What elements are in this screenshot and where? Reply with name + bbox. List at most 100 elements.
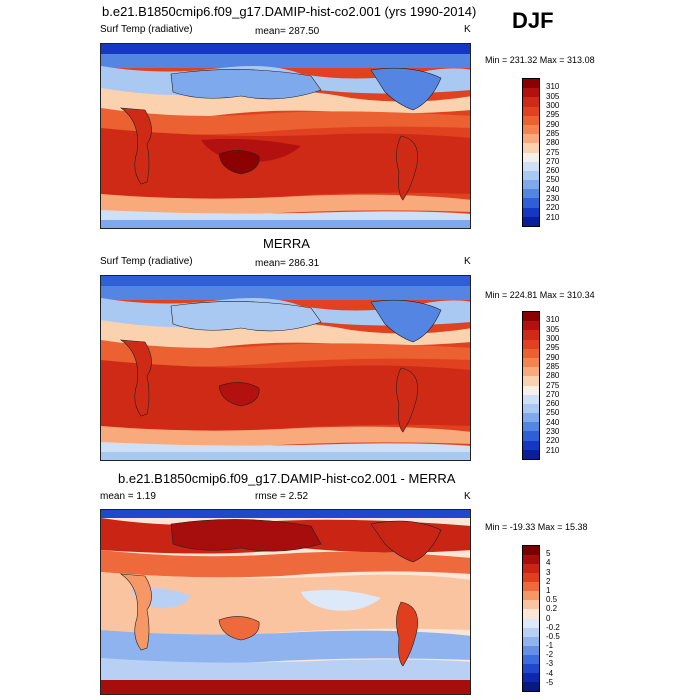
- colorbar-tick-label: 285: [546, 361, 560, 371]
- colorbar-swatch: [523, 106, 539, 116]
- colorbar-tick-label: -4: [546, 668, 554, 678]
- colorbar-tick-label: 0.2: [546, 604, 558, 614]
- colorbar-tick-label: -0.5: [546, 631, 560, 641]
- colorbar-swatch: [523, 440, 539, 450]
- panel3-mean-label: mean = 1.19: [100, 491, 156, 502]
- colorbar-swatch: [523, 645, 539, 655]
- colorbar-swatch: [523, 198, 539, 208]
- colorbar-swatch: [523, 134, 539, 144]
- colorbar-swatch: [523, 681, 539, 691]
- colorbar-tick-label: 305: [546, 91, 560, 101]
- colorbar-swatch: [523, 403, 539, 414]
- colorbar-swatch: [523, 348, 539, 358]
- colorbar-tick-label: 5: [546, 549, 551, 559]
- colorbar-swatch: [523, 546, 539, 556]
- colorbar-tick-label: 0: [546, 613, 551, 623]
- colorbar-swatch: [523, 663, 539, 673]
- panel1-colorbar: [522, 78, 540, 227]
- colorbar-tick-label: 310: [546, 82, 560, 92]
- colorbar-swatch: [523, 216, 539, 226]
- colorbar-tick-label: 230: [546, 427, 560, 437]
- colorbar-swatch: [523, 413, 539, 423]
- colorbar-swatch: [523, 97, 539, 107]
- colorbar-swatch: [523, 180, 539, 190]
- colorbar-swatch: [523, 124, 539, 135]
- colorbar-swatch: [523, 654, 539, 664]
- colorbar-swatch: [523, 189, 539, 199]
- colorbar-tick-label: -0.2: [546, 622, 560, 632]
- panel3-title: b.e21.B1850cmip6.f09_g17.DAMIP-hist-co2.…: [118, 471, 456, 486]
- colorbar-tick-label: 240: [546, 184, 560, 194]
- colorbar-tick-label: 270: [546, 389, 560, 399]
- colorbar-tick-label: 275: [546, 380, 560, 390]
- colorbar-swatch: [523, 636, 539, 646]
- colorbar-swatch: [523, 88, 539, 98]
- colorbar-swatch: [523, 385, 539, 395]
- colorbar-tick-label: 270: [546, 156, 560, 166]
- colorbar-tick-label: 220: [546, 436, 560, 446]
- panel1-title: b.e21.B1850cmip6.f09_g17.DAMIP-hist-co2.…: [102, 4, 477, 19]
- colorbar-swatch: [523, 609, 539, 619]
- colorbar-tick-label: 260: [546, 399, 560, 409]
- colorbar-tick-label: 300: [546, 100, 560, 110]
- panel1-minmax: Min = 231.32 Max = 313.08: [485, 55, 595, 65]
- colorbar-swatch: [523, 170, 539, 181]
- colorbar-tick-label: 260: [546, 166, 560, 176]
- colorbar-swatch: [523, 115, 539, 125]
- colorbar-swatch: [523, 312, 539, 322]
- colorbar-tick-label: 295: [546, 343, 560, 353]
- colorbar-swatch: [523, 591, 539, 601]
- colorbar-tick-label: -3: [546, 659, 554, 669]
- panel1-map: [100, 43, 471, 229]
- panel2-minmax: Min = 224.81 Max = 310.34: [485, 290, 595, 300]
- panel1-map-field: [101, 44, 470, 228]
- panel3-map: [100, 509, 471, 695]
- colorbar-swatch: [523, 449, 539, 459]
- colorbar-tick-label: 290: [546, 119, 560, 129]
- colorbar-tick-label: 300: [546, 333, 560, 343]
- colorbar-tick-label: 250: [546, 408, 560, 418]
- colorbar-tick-label: 290: [546, 352, 560, 362]
- colorbar-swatch: [523, 357, 539, 368]
- panel3-colorbar: [522, 545, 540, 692]
- colorbar-swatch: [523, 627, 539, 637]
- colorbar-swatch: [523, 321, 539, 331]
- colorbar-swatch: [523, 555, 539, 565]
- colorbar-swatch: [523, 431, 539, 441]
- panel3-map-field: [101, 510, 470, 694]
- colorbar-tick-label: 295: [546, 110, 560, 120]
- colorbar-tick-label: 1: [546, 585, 551, 595]
- colorbar-swatch: [523, 79, 539, 89]
- colorbar-tick-label: -2: [546, 650, 554, 660]
- colorbar-tick-label: 305: [546, 324, 560, 334]
- colorbar-swatch: [523, 161, 539, 171]
- panel1-units-label: K: [464, 24, 471, 35]
- colorbar-swatch: [523, 367, 539, 377]
- panel2-units-label: K: [464, 256, 471, 267]
- colorbar-tick-label: 275: [546, 147, 560, 157]
- colorbar-tick-label: 3: [546, 567, 551, 577]
- panel2-title: MERRA: [263, 236, 310, 251]
- colorbar-tick-label: 2: [546, 576, 551, 586]
- panel2-map-field: [101, 276, 470, 460]
- colorbar-swatch: [523, 573, 539, 583]
- colorbar-tick-label: 280: [546, 138, 560, 148]
- colorbar-swatch: [523, 564, 539, 574]
- panel2-colorbar: [522, 311, 540, 460]
- colorbar-tick-label: 220: [546, 203, 560, 213]
- colorbar-swatch: [523, 618, 539, 628]
- colorbar-tick-label: 230: [546, 194, 560, 204]
- colorbar-swatch: [523, 600, 539, 610]
- colorbar-swatch: [523, 143, 539, 153]
- panel2-map: [100, 275, 471, 461]
- colorbar-swatch: [523, 672, 539, 682]
- panel3-units-label: K: [464, 491, 471, 502]
- colorbar-tick-label: 210: [546, 212, 560, 222]
- panel3-rmse-label: rmse = 2.52: [255, 491, 309, 502]
- colorbar-swatch: [523, 376, 539, 386]
- colorbar-tick-label: 310: [546, 315, 560, 325]
- colorbar-tick-label: 285: [546, 128, 560, 138]
- colorbar-tick-label: 250: [546, 175, 560, 185]
- colorbar-swatch: [523, 152, 539, 162]
- panel1-mean-label: mean= 287.50: [255, 26, 320, 37]
